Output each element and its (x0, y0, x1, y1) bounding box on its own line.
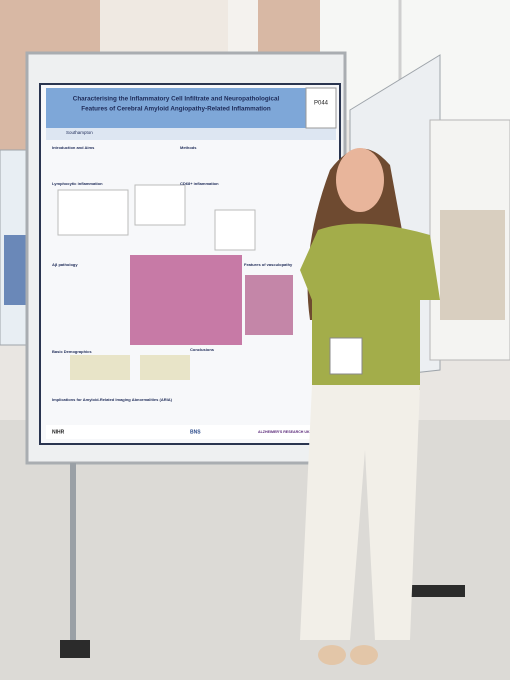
logo: BNS (190, 429, 201, 435)
demographics-chart (70, 355, 130, 380)
graph (214, 209, 256, 251)
shoe (350, 645, 378, 665)
graph (134, 184, 186, 226)
logo: ALZHEIMER'S RESEARCH UK (258, 430, 310, 434)
poster-footer (46, 425, 336, 439)
poster-title: Characterising the Inflammatory Cell Inf… (73, 96, 280, 103)
section-heading: CD68+ inflammation (180, 181, 219, 186)
board-leg (70, 463, 76, 653)
right-poster-figures (440, 210, 505, 320)
section-heading: Introduction and Aims (52, 145, 95, 150)
trousers (300, 385, 420, 640)
shoe (318, 645, 346, 665)
section-heading: Implications for Amyloid-Related Imaging… (52, 397, 173, 402)
university-logo: Southampton (66, 130, 93, 135)
vasculopathy-figure (245, 275, 293, 335)
demographics-chart (140, 355, 190, 380)
poster-code-box (305, 87, 337, 129)
logo: NIHR (52, 429, 65, 435)
graph (57, 189, 129, 236)
board-foot (395, 585, 465, 597)
poster-code: P044 (314, 101, 329, 107)
section-heading: Aβ pathology (52, 262, 78, 267)
side-poster-figure (4, 235, 26, 305)
section-heading: Conclusions (190, 347, 215, 352)
section-heading: Methods (180, 145, 197, 150)
badge (329, 337, 363, 375)
poster-title: Features of Cerebral Amyloid Angiopathy-… (81, 106, 271, 113)
wall-panel (100, 0, 230, 60)
section-heading: Features of vasculopathy (244, 262, 293, 267)
top (300, 223, 440, 390)
section-heading: Lymphocytic inflammation (52, 181, 103, 186)
board-foot (60, 640, 90, 658)
poster-header (46, 88, 306, 128)
poster-authors (46, 128, 336, 140)
histology-figure (130, 255, 242, 345)
section-heading: Basic Demographics (52, 349, 92, 354)
face (336, 148, 384, 212)
pillar (228, 0, 258, 55)
